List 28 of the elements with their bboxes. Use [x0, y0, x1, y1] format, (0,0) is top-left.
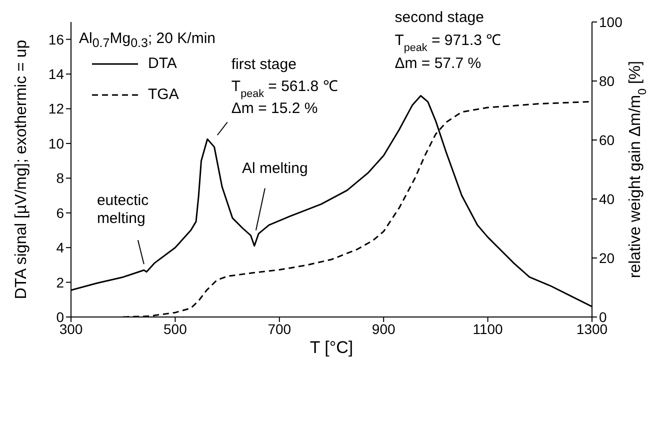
- text: Al$_{0.7}$Mg$_{0.3}$; 20 K/min: [79, 30, 216, 50]
- y2-tick-label: 20: [599, 250, 615, 266]
- y-tick-label: 14: [48, 66, 64, 82]
- x-tick-label: 900: [372, 320, 396, 337]
- y-tick-label: 10: [48, 135, 64, 152]
- y-tick-label: 4: [56, 240, 64, 256]
- y2-tick-label: 80: [599, 72, 615, 89]
- annotation: eutectic melting: [96, 192, 150, 228]
- annotation: first stage T$_{peak}$ = 561.8 ℃ Δm = 15.2 %: [231, 56, 338, 118]
- x-axis-title: T [°C]: [310, 338, 354, 357]
- y-tick-label: 12: [48, 100, 64, 117]
- y-tick-label: 8: [56, 170, 64, 186]
- y-tick-label: 6: [56, 204, 64, 221]
- annotation: second stage T$_{peak}$ = 971.3 ℃ Δm = 57.7 %: [394, 8, 502, 72]
- y2-tick-label: 0: [599, 308, 607, 325]
- annotation: Al melting: [242, 160, 308, 178]
- y-tick-label: 2: [56, 274, 64, 290]
- x-tick-label: 500: [164, 320, 188, 337]
- legend-label: DTA: [148, 55, 177, 72]
- y-axis-title: DTA signal [µV/mg]; exothermic = up: [13, 40, 30, 300]
- y-tick-label: 16: [48, 31, 64, 48]
- y2-tick-label: 60: [599, 132, 615, 148]
- y2-tick-label: 100: [599, 14, 623, 30]
- x-tick-label: 1100: [472, 320, 504, 337]
- legend-label: TGA: [148, 86, 179, 103]
- x-tick-label: 700: [268, 320, 292, 337]
- y2-tick-label: 40: [599, 190, 615, 207]
- y-tick-label: 0: [56, 308, 64, 325]
